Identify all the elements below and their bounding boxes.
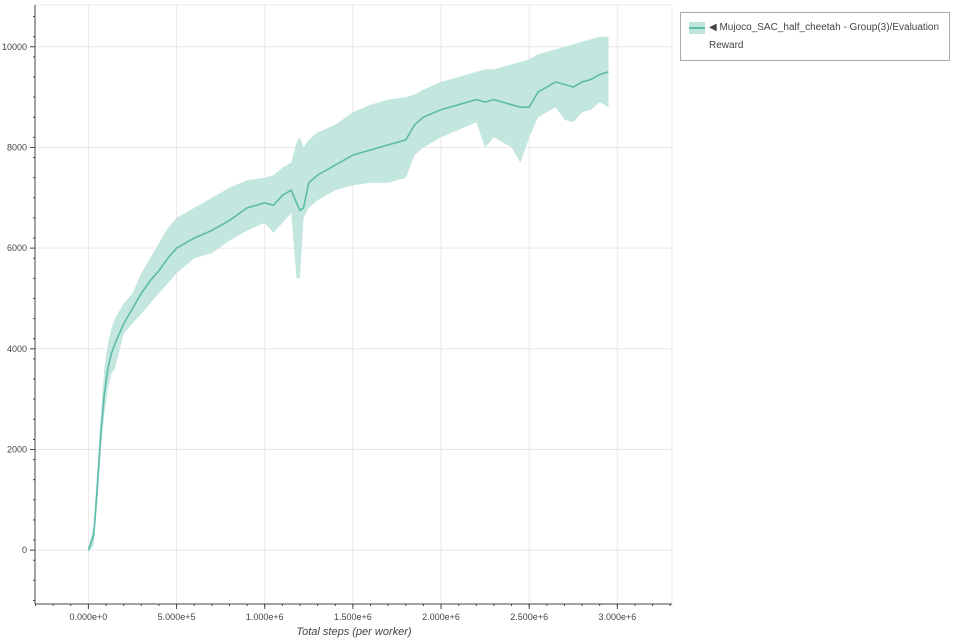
- legend[interactable]: ◀ Mujoco_SAC_half_cheetah - Group(3)/Eva…: [680, 12, 950, 61]
- legend-entry[interactable]: ◀ Mujoco_SAC_half_cheetah - Group(3)/Eva…: [709, 22, 940, 51]
- x-tick-label: 2.000e+6: [422, 612, 460, 622]
- confidence-band: [88, 36, 609, 553]
- y-tick-label: 0: [22, 545, 27, 555]
- series-line: [87, 71, 609, 551]
- y-tick-label: 10000: [2, 42, 27, 52]
- axes: 0.000e+0 5.000e+5 1.000e+6 1.500e+6 2.000e+6…: [2, 5, 672, 622]
- y-tick-label: 8000: [7, 142, 27, 152]
- x-tick-label: 3.000e+6: [598, 612, 636, 622]
- x-tick-label: 1.000e+6: [246, 612, 284, 622]
- y-tick-label: 6000: [7, 243, 27, 253]
- x-tick-label: 0.000e+0: [70, 612, 108, 622]
- x-axis-label: Total steps (per worker): [296, 626, 411, 638]
- y-tick-label: 4000: [7, 344, 27, 354]
- x-tick-label: 2.500e+6: [510, 612, 548, 622]
- x-tick-label: 5.000e+5: [158, 612, 196, 622]
- y-tick-label: 2000: [7, 444, 27, 454]
- x-tick-label: 1.500e+6: [334, 612, 372, 622]
- legend-swatch: [689, 22, 705, 34]
